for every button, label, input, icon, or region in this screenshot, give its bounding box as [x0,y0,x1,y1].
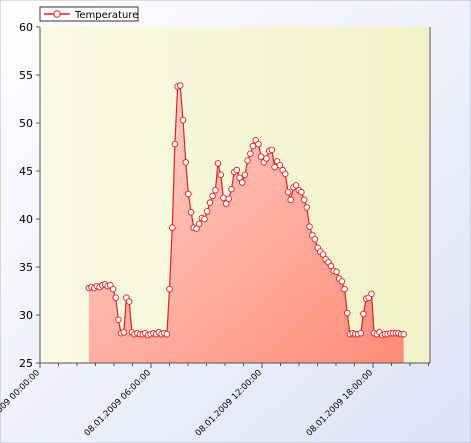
y-axis-tick-label: 35 [19,261,33,274]
temperature-data-point [311,235,319,243]
temperature-data-point [249,142,257,150]
temperature-data-point [287,196,294,204]
temperature-data-point [292,182,300,189]
temperature-data-point [357,329,365,337]
y-axis: 25 30 35 40 45 50 55 60 [19,21,40,370]
temperature-data-point [282,170,289,178]
temperature-data-point [300,196,308,204]
temperature-data-point [333,268,340,276]
temperature-data-point [268,146,276,154]
temperature-data-point [112,294,119,301]
temperature-data-point [220,194,227,202]
temperature-data-point [360,310,367,318]
legend-label: Temperature [74,10,138,21]
temperature-data-point [225,195,232,203]
legend-box [39,6,139,22]
temperature-data-point [341,285,348,293]
temperature-data-point [214,160,222,167]
temperature-data-point [319,251,327,258]
temperature-data-point [306,223,313,230]
temperature-data-point [284,188,292,196]
temperature-data-point [241,171,249,179]
temperature-data-point [201,215,208,223]
legend: Temperature [39,6,139,22]
temperature-data-point [187,209,195,216]
legend-swatch-marker [53,10,61,18]
y-axis-tick-label: 55 [19,69,33,82]
temperature-data-point [217,171,224,179]
temperature-data-point [176,82,184,89]
temperature-data-point [125,298,133,305]
temperature-data-point [400,330,407,338]
temperature-data-point [222,200,230,207]
y-axis-tick-label: 30 [19,309,33,322]
temperature-data-point [169,224,176,231]
y-axis-tick-label: 60 [19,21,33,34]
temperature-data-point [271,163,278,171]
y-axis-tick-label: 45 [19,165,33,178]
temperature-data-point [109,285,117,293]
temperature-data-point [206,199,214,206]
temperature-data-point [263,155,270,162]
temperature-data-point [255,140,262,148]
temperature-data-point [338,278,346,285]
y-axis-tick-label: 25 [19,357,33,370]
y-axis-tick-label: 50 [19,117,33,130]
temperature-data-point [163,330,171,338]
temperature-data-point [236,174,243,181]
temperature-data-point [171,140,179,148]
temperature-data-point [247,150,254,157]
temperature-area-fill [88,85,404,363]
temperature-data-point [327,262,335,270]
temperature-data-point [303,204,311,211]
temperature-data-point [244,157,251,164]
temperature-data-point [185,190,192,198]
temperature-data-point [182,159,190,166]
temperature-data-point [228,185,235,193]
temperature-data-point [193,225,200,232]
temperature-data-point [115,316,122,324]
temperature-markers [85,82,407,339]
temperature-data-point [179,116,187,124]
temperature-data-point [120,329,128,336]
temperature-data-point [195,220,203,228]
temperature-data-point [233,166,241,174]
temperature-data-point [276,161,284,169]
temperature-data-point [203,208,211,215]
temperature-data-point [209,192,216,200]
temperature-data-point [298,188,305,196]
temperature-data-point [166,285,173,293]
temperature-data-point [368,290,375,298]
temperature-data-point [344,309,351,317]
temperature-data-point [212,186,219,194]
temperature-data-point [238,179,246,186]
temperature-data-point [257,153,265,160]
y-axis-tick-label: 40 [19,213,33,226]
